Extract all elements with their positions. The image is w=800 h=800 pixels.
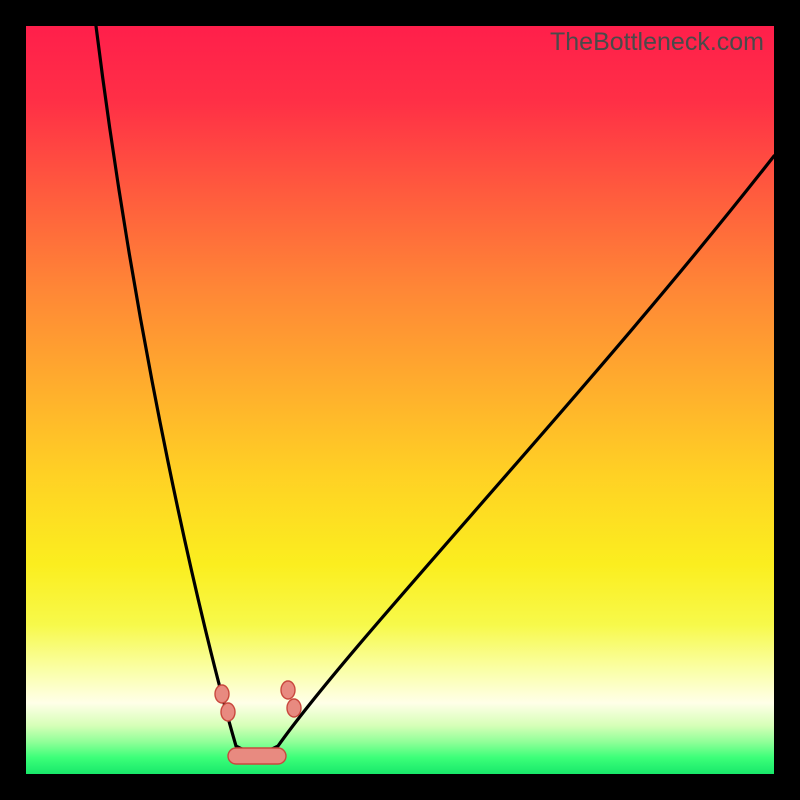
curve-marker-3 <box>287 699 301 717</box>
plot-area <box>26 26 774 774</box>
curve-trough-marker <box>228 748 286 764</box>
chart-frame: TheBottleneck.com <box>0 0 800 800</box>
watermark-text: TheBottleneck.com <box>550 28 764 57</box>
bottleneck-curve <box>96 26 774 752</box>
curve-marker-2 <box>281 681 295 699</box>
curve-marker-0 <box>215 685 229 703</box>
curve-marker-1 <box>221 703 235 721</box>
curve-layer <box>26 26 774 774</box>
